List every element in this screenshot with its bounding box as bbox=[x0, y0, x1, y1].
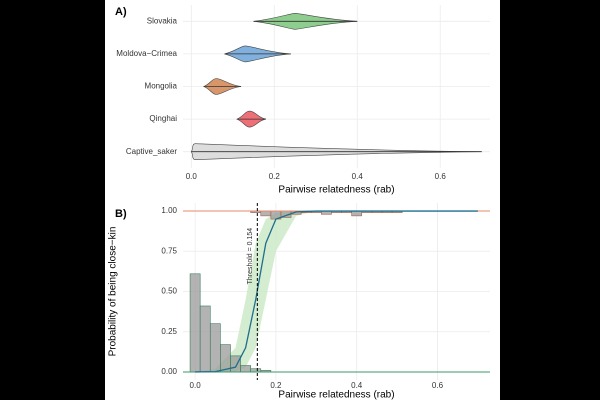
y-tick-label: 0.25 bbox=[161, 327, 177, 336]
histogram-bar bbox=[209, 323, 221, 373]
axis-title: Pairwise relatedness (rab) bbox=[278, 390, 394, 400]
histogram-bar bbox=[220, 344, 231, 373]
top-histogram-bar bbox=[260, 210, 272, 217]
panel-label: A) bbox=[115, 6, 127, 18]
panel-background bbox=[105, 0, 500, 400]
axis-title: Probability of being close−kin bbox=[108, 227, 119, 357]
confidence-band bbox=[195, 211, 478, 372]
x-tick-label: 0.4 bbox=[352, 172, 364, 181]
histogram-bar bbox=[230, 355, 241, 373]
x-tick-label: 0.0 bbox=[190, 381, 202, 390]
histogram-bar bbox=[199, 305, 211, 373]
y-tick-label: Qinghai bbox=[149, 114, 177, 123]
y-tick-label: Mongolia bbox=[145, 82, 178, 91]
panel-label: B) bbox=[115, 208, 127, 220]
axis-title: Pairwise relatedness (rab) bbox=[278, 185, 394, 196]
y-tick-label: 0.00 bbox=[161, 367, 177, 376]
x-tick-label: 0.6 bbox=[432, 381, 444, 390]
histogram-bar bbox=[189, 273, 201, 373]
histogram-bar bbox=[240, 365, 251, 373]
x-tick-label: 0.6 bbox=[435, 172, 447, 181]
x-tick-label: 0.4 bbox=[351, 381, 363, 390]
top-histogram-bar bbox=[351, 210, 363, 217]
y-tick-label: Slovakia bbox=[147, 16, 178, 25]
x-tick-label: 0.2 bbox=[269, 172, 281, 181]
y-tick-label: Captive_saker bbox=[126, 147, 177, 156]
threshold-label: Threshold = 0.154 bbox=[247, 228, 254, 285]
x-tick-label: 0.0 bbox=[186, 172, 198, 181]
fitted-curve bbox=[195, 210, 478, 373]
y-tick-label: 1.00 bbox=[161, 206, 177, 215]
y-tick-label: 0.50 bbox=[161, 287, 177, 296]
x-tick-label: 0.2 bbox=[270, 381, 282, 390]
y-tick-label: 0.75 bbox=[161, 246, 177, 255]
y-tick-label: Moldova−Crimea bbox=[116, 49, 177, 58]
